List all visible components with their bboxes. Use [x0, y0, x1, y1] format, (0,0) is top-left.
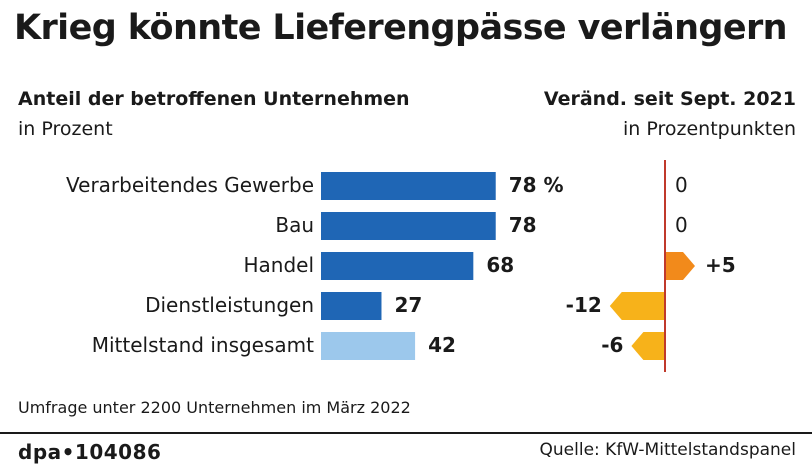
footnote: Umfrage unter 2200 Unternehmen im März 2… — [18, 398, 411, 417]
chart-title: Krieg könnte Lieferengpässe verlängern — [14, 8, 788, 48]
right-panel-subtitle: in Prozentpunkten — [623, 118, 796, 140]
change-arrow — [609, 292, 665, 320]
bar — [321, 212, 496, 240]
change-value-label: -12 — [565, 293, 602, 317]
bar — [321, 332, 416, 360]
bar — [321, 252, 474, 280]
change-value-label: 0 — [675, 173, 688, 197]
footer-divider — [0, 432, 812, 434]
bar-value-label: 78 — [508, 213, 537, 237]
bar-value-label: 78 % — [508, 173, 564, 197]
agency-id: dpa•104086 — [18, 440, 162, 464]
category-label: Verarbeitendes Gewerbe — [66, 173, 314, 197]
category-label: Bau — [275, 213, 314, 237]
change-value-label: +5 — [705, 253, 736, 277]
bar — [321, 172, 496, 200]
bar-value-label: 68 — [486, 253, 515, 277]
left-panel-subtitle: in Prozent — [18, 118, 113, 140]
change-arrow — [631, 332, 665, 360]
change-value-label: 0 — [675, 213, 688, 237]
category-label: Handel — [243, 253, 314, 277]
bar-value-label: 27 — [394, 293, 423, 317]
left-panel-title: Anteil der betroffenen Unternehmen — [18, 88, 410, 110]
bar — [321, 292, 382, 320]
category-label: Dienstleistungen — [145, 293, 314, 317]
category-label: Mittelstand insgesamt — [91, 333, 314, 357]
bar-value-label: 42 — [428, 333, 456, 357]
change-value-label: -6 — [601, 333, 624, 357]
change-arrow — [665, 252, 695, 280]
right-panel-title: Veränd. seit Sept. 2021 — [543, 88, 796, 110]
source-credit: Quelle: KfW-Mittelstandspanel — [539, 440, 796, 460]
